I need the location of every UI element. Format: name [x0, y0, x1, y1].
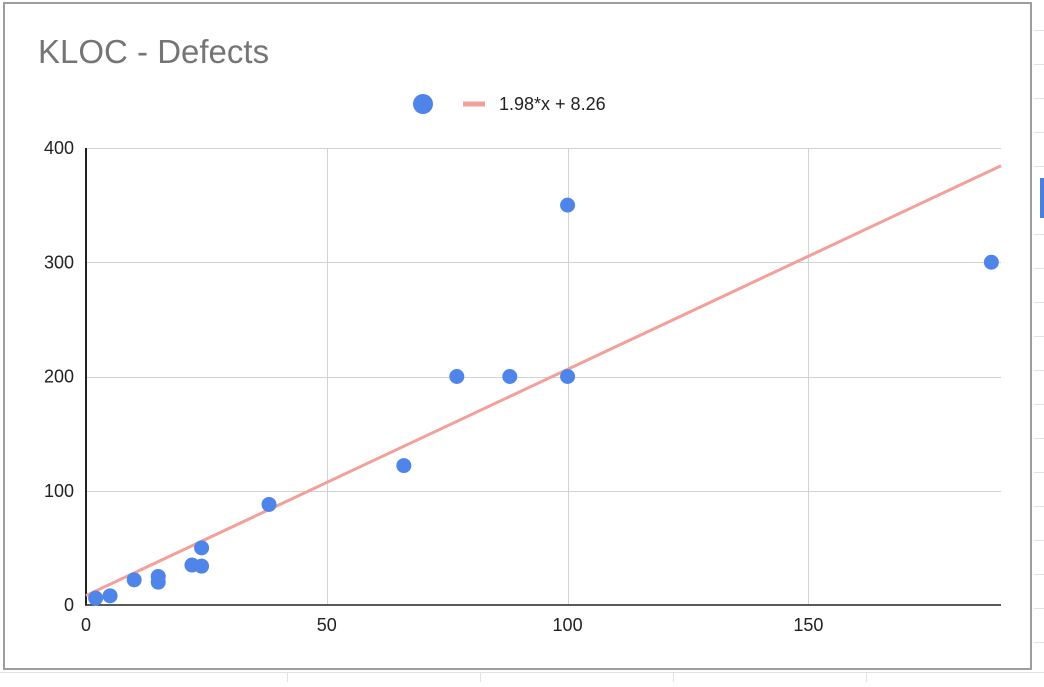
y-tick-label: 100	[44, 481, 74, 501]
data-point	[126, 572, 142, 588]
chart-container[interactable]	[3, 2, 1032, 670]
data-point	[983, 254, 999, 270]
y-tick-label: 0	[64, 595, 74, 615]
data-point	[449, 369, 465, 384]
gridlines	[86, 148, 1001, 605]
legend-label-trendline: 1.98*x + 8.26	[499, 94, 606, 114]
y-tick-label: 300	[44, 252, 74, 272]
y-tick-label: 400	[44, 138, 74, 158]
axes	[85, 148, 1001, 606]
legend: 1.98*x + 8.26	[413, 94, 606, 114]
y-tick-label: 200	[44, 367, 74, 387]
column-selection-handle[interactable]	[1040, 178, 1044, 218]
data-point	[396, 458, 412, 474]
tick-labels: 0 100 200 300 400 0 50 100 150	[44, 138, 823, 635]
x-tick-label: 150	[793, 615, 823, 635]
data-point	[560, 197, 576, 213]
data-point	[102, 588, 118, 604]
x-tick-label: 0	[81, 615, 91, 635]
data-point	[150, 574, 166, 590]
chart-title: KLOC - Defects	[38, 33, 269, 70]
data-point	[194, 558, 210, 574]
trendline-layer	[85, 164, 1002, 597]
data-point	[560, 369, 576, 384]
legend-marker-points	[413, 94, 433, 114]
data-point	[194, 540, 210, 556]
data-point	[88, 590, 104, 606]
x-tick-label: 100	[553, 615, 583, 635]
data-points	[88, 197, 999, 606]
data-point	[502, 369, 518, 384]
data-point	[261, 496, 277, 512]
x-tick-label: 50	[317, 615, 337, 635]
trendline	[85, 164, 1002, 597]
